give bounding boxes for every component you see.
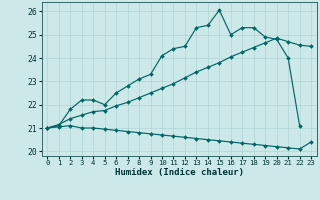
X-axis label: Humidex (Indice chaleur): Humidex (Indice chaleur)	[115, 168, 244, 177]
